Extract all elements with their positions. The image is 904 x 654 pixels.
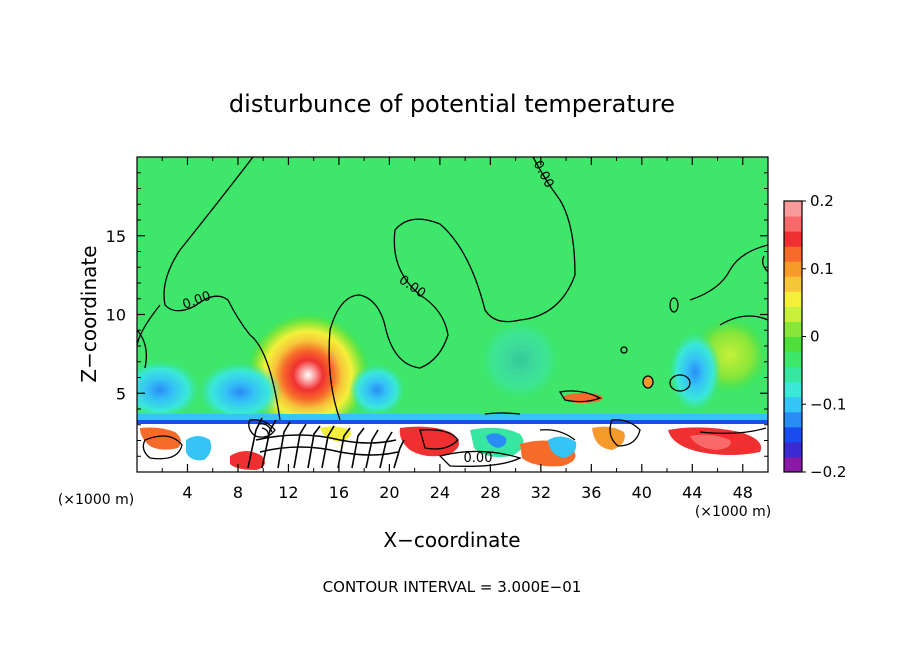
colorbar-segment — [784, 276, 802, 292]
cold-anomaly-44km — [669, 332, 721, 412]
colorbar-tick-label: −0.1 — [810, 395, 846, 413]
colorbar-segment — [784, 441, 802, 458]
x-tick-label: 40 — [632, 483, 652, 502]
contour-interval: CONTOUR INTERVAL = 3.000E−01 — [323, 578, 582, 596]
colorbar-segment — [784, 381, 802, 398]
colorbar-segment — [784, 291, 802, 307]
colorbar-segment — [784, 231, 802, 247]
x-tick-label: 16 — [329, 483, 349, 502]
inversion-band-cyan — [137, 414, 768, 422]
colorbar-ticks: −0.2 −0.1 0 0.1 0.2 — [802, 192, 846, 481]
colorbar — [783, 200, 803, 473]
colorbar-tick-label: 0 — [810, 328, 820, 346]
colorbar-segment — [784, 306, 802, 322]
x-tick-label: 28 — [480, 483, 500, 502]
x-unit-left: (×1000 m) — [58, 492, 134, 508]
cold-anomaly-19km — [349, 364, 405, 416]
cold-anomaly-west — [137, 360, 200, 420]
plot-area: 0.00 0.00 0.00 0.00 — [137, 157, 768, 472]
boundary-layer-hatching — [247, 417, 405, 469]
colorbar-segment — [784, 201, 802, 217]
x-tick-label: 32 — [531, 483, 551, 502]
y-tick-label: 10 — [106, 306, 126, 325]
colorbar-segment — [784, 321, 802, 337]
y-tick-label: 15 — [106, 227, 126, 246]
x-tick-label: 12 — [278, 483, 298, 502]
colorbar-segment — [784, 426, 802, 443]
colorbar-segment — [784, 366, 802, 383]
colorbar-tick-label: 0.2 — [810, 192, 834, 210]
colorbar-segment — [784, 411, 802, 428]
y-axis: 5 10 15 — [106, 172, 768, 457]
colorbar-segment — [784, 336, 802, 353]
colorbar-segment — [784, 261, 802, 277]
chart-title: disturbunce of potential temperature — [229, 90, 675, 118]
x-tick-label: 24 — [430, 483, 450, 502]
x-tick-label: 4 — [182, 483, 192, 502]
x-tick-label: 20 — [379, 483, 399, 502]
x-tick-label: 8 — [233, 483, 243, 502]
y-axis-label: Z−coordinate — [77, 245, 101, 382]
boundary-layer-patches — [140, 426, 762, 470]
x-axis: 4 8 12 16 20 24 28 32 36 40 44 48 — [161, 157, 753, 502]
y-tick-label: 5 — [116, 384, 126, 403]
contour-label: 0.00 — [464, 451, 493, 466]
x-tick-label: 44 — [682, 483, 702, 502]
colorbar-segment — [784, 246, 802, 262]
colorbar-tick-label: −0.2 — [810, 463, 846, 481]
colorbar-segment — [784, 351, 802, 368]
inversion-band-blue — [137, 420, 768, 424]
colorbar-segment — [784, 456, 802, 473]
colorbar-tick-label: 0.1 — [810, 260, 834, 278]
x-axis-label: X−coordinate — [383, 528, 520, 552]
cold-anomaly-8km — [198, 362, 282, 422]
x-unit-right: (×1000 m) — [695, 504, 771, 520]
colorbar-segment — [784, 216, 802, 232]
x-tick-label: 36 — [581, 483, 601, 502]
colorbar-segment — [784, 396, 802, 413]
feature-40km — [643, 376, 653, 388]
x-tick-label: 48 — [733, 483, 753, 502]
cold-anomaly-30km — [480, 320, 560, 400]
